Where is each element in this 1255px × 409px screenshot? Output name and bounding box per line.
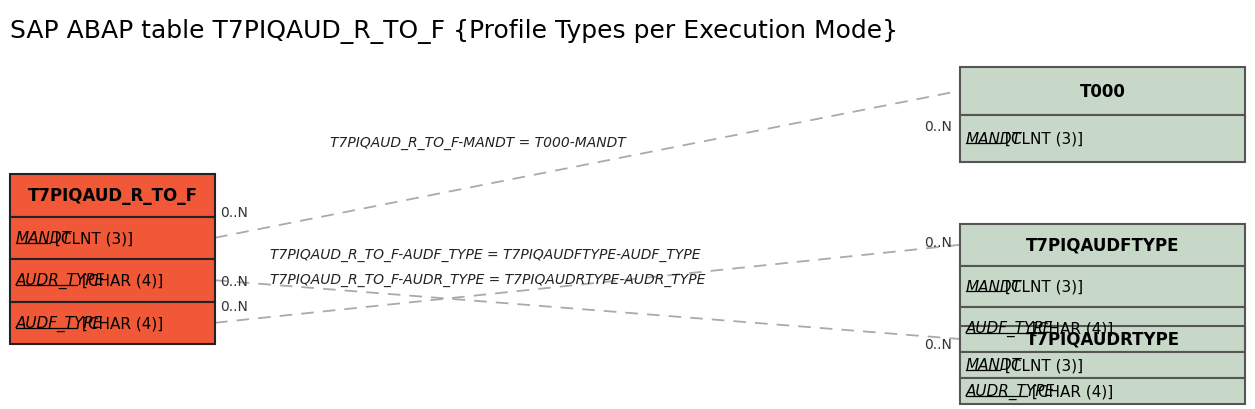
Text: 0..N: 0..N <box>220 299 248 313</box>
Text: 0..N: 0..N <box>924 337 953 351</box>
Text: T7PIQAUD_R_TO_F-MANDT = T000-MANDT: T7PIQAUD_R_TO_F-MANDT = T000-MANDT <box>330 136 626 150</box>
Text: MANDT: MANDT <box>16 231 72 246</box>
Text: AUDF_TYPE: AUDF_TYPE <box>16 315 103 331</box>
Bar <box>10 259 215 302</box>
Text: AUDR_TYPE: AUDR_TYPE <box>16 272 105 289</box>
Text: [CHAR (4)]: [CHAR (4)] <box>1028 321 1113 336</box>
Text: T7PIQAUD_R_TO_F-AUDF_TYPE = T7PIQAUDFTYPE-AUDF_TYPE: T7PIQAUD_R_TO_F-AUDF_TYPE = T7PIQAUDFTYP… <box>270 247 700 261</box>
Text: MANDT: MANDT <box>966 357 1022 373</box>
Text: T7PIQAUD_R_TO_F: T7PIQAUD_R_TO_F <box>28 187 197 205</box>
Text: [CHAR (4)]: [CHAR (4)] <box>1028 384 1113 398</box>
Text: [CHAR (4)]: [CHAR (4)] <box>78 315 163 330</box>
Text: [CLNT (3)]: [CLNT (3)] <box>1000 279 1083 294</box>
Bar <box>960 266 1245 308</box>
Text: 0..N: 0..N <box>924 236 953 249</box>
Bar <box>10 302 215 344</box>
Text: [CLNT (3)]: [CLNT (3)] <box>50 231 133 246</box>
Bar <box>960 68 1245 115</box>
Text: 0..N: 0..N <box>220 274 248 288</box>
Text: T000: T000 <box>1079 83 1126 101</box>
Text: T7PIQAUDFTYPE: T7PIQAUDFTYPE <box>1025 236 1180 254</box>
Bar <box>10 175 215 217</box>
Bar <box>960 308 1245 349</box>
Bar <box>960 326 1245 352</box>
Bar <box>10 217 215 259</box>
Text: 0..N: 0..N <box>924 120 953 134</box>
Text: SAP ABAP table T7PIQAUD_R_TO_F {Profile Types per Execution Mode}: SAP ABAP table T7PIQAUD_R_TO_F {Profile … <box>10 20 899 45</box>
Text: [CHAR (4)]: [CHAR (4)] <box>78 273 163 288</box>
Text: T7PIQAUDRTYPE: T7PIQAUDRTYPE <box>1025 330 1180 348</box>
Bar <box>960 115 1245 163</box>
Text: 0..N: 0..N <box>220 205 248 220</box>
Text: T7PIQAUD_R_TO_F-AUDR_TYPE = T7PIQAUDRTYPE-AUDR_TYPE: T7PIQAUD_R_TO_F-AUDR_TYPE = T7PIQAUDRTYP… <box>270 272 705 286</box>
Text: AUDR_TYPE: AUDR_TYPE <box>966 383 1055 399</box>
Bar <box>960 225 1245 266</box>
Bar <box>960 378 1245 404</box>
Text: [CLNT (3)]: [CLNT (3)] <box>1000 131 1083 146</box>
Text: MANDT: MANDT <box>966 279 1022 294</box>
Text: [CLNT (3)]: [CLNT (3)] <box>1000 357 1083 373</box>
Text: AUDF_TYPE: AUDF_TYPE <box>966 320 1053 337</box>
Text: MANDT: MANDT <box>966 131 1022 146</box>
Bar <box>960 352 1245 378</box>
